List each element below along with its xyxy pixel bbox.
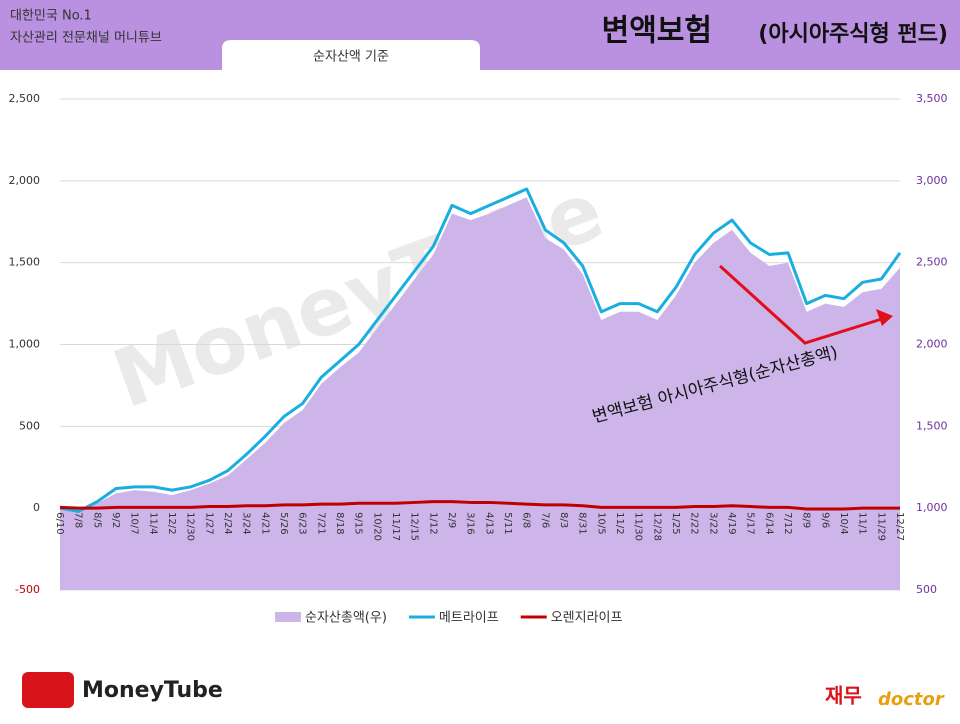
legend-label: 오렌지라이프 xyxy=(551,611,623,626)
x-tick-label: 7/21 xyxy=(315,512,326,534)
x-tick-label: 8/18 xyxy=(334,512,345,534)
x-tick-label: 6/8 xyxy=(521,512,532,528)
x-tick-label: 3/16 xyxy=(465,512,476,534)
x-tick-label: 8/9 xyxy=(801,512,812,528)
y2-tick-label: 2,000 xyxy=(916,338,948,351)
arrow-head xyxy=(876,309,893,326)
arrow xyxy=(718,264,886,345)
legend-label: 메트라이프 xyxy=(439,611,499,626)
y-tick-label: -500 xyxy=(15,583,40,596)
x-tick-label: 11/4 xyxy=(147,512,158,534)
x-tick-label: 8/3 xyxy=(558,512,569,528)
y2-tick-label: 3,500 xyxy=(916,92,948,105)
x-tick-label: 7/8 xyxy=(73,512,84,528)
x-tick-label: 12/27 xyxy=(894,512,905,541)
x-tick-label: 11/17 xyxy=(390,512,401,541)
y2-tick-label: 500 xyxy=(916,583,937,596)
x-tick-label: 3/24 xyxy=(241,512,252,534)
y2-tick-label: 3,000 xyxy=(916,174,948,187)
y-tick-label: 2,500 xyxy=(9,92,41,105)
line xyxy=(59,187,902,513)
x-tick-label: 11/1 xyxy=(857,512,868,534)
x-tick-label: 9/6 xyxy=(819,512,830,528)
title-sub: (아시아주식형 펀드) xyxy=(758,22,948,47)
y-tick-label: 1,500 xyxy=(9,256,41,269)
x-tick-label: 3/22 xyxy=(707,512,718,534)
logo-right: 재무 xyxy=(825,684,862,708)
x-tick-label: 5/17 xyxy=(745,512,756,534)
tab-label: 순자산액 기준 xyxy=(313,50,389,65)
title: 변액보험 xyxy=(602,14,712,49)
y2-tick-label: 1,000 xyxy=(916,501,948,514)
x-tick-label: 6/10 xyxy=(54,512,65,534)
x-tick-label: 5/26 xyxy=(278,512,289,534)
x-tick-label: 9/2 xyxy=(110,512,121,528)
line xyxy=(59,500,900,511)
logo-icon xyxy=(22,672,74,708)
x-tick-label: 7/6 xyxy=(539,512,550,528)
x-tick-label: 2/24 xyxy=(222,512,233,534)
x-tick-label: 6/14 xyxy=(763,512,774,534)
x-tick-label: 11/29 xyxy=(875,512,886,541)
logo-right: doctor xyxy=(878,689,945,710)
x-tick-label: 12/2 xyxy=(166,512,177,534)
x-tick-label: 6/23 xyxy=(297,512,308,534)
x-tick-label: 2/22 xyxy=(689,512,700,534)
legend-swatch xyxy=(275,612,301,622)
brand: 자산관리 전문채널 머니튜브 xyxy=(10,31,162,46)
y-tick-label: 0 xyxy=(33,501,40,514)
x-tick-label: 10/7 xyxy=(129,512,140,534)
x-tick-label: 5/11 xyxy=(502,512,513,534)
x-tick-label: 8/5 xyxy=(91,512,102,528)
x-tick-label: 4/21 xyxy=(259,512,270,534)
x-tick-label: 1/27 xyxy=(203,512,214,534)
x-tick-label: 12/28 xyxy=(651,512,662,541)
x-tick-label: 4/19 xyxy=(726,512,737,534)
x-tick-label: 2/9 xyxy=(446,512,457,528)
y-tick-label: 500 xyxy=(19,419,40,432)
x-tick-label: 9/15 xyxy=(353,512,364,534)
y-tick-label: 1,000 xyxy=(9,338,41,351)
y-tick-label: 2,000 xyxy=(9,174,41,187)
brand: 대한민국 No.1 xyxy=(10,9,92,24)
x-tick-label: 11/2 xyxy=(614,512,625,534)
x-tick-label: 7/12 xyxy=(782,512,793,534)
x-tick-label: 11/30 xyxy=(633,512,644,541)
x-tick-label: 8/31 xyxy=(577,512,588,534)
y2-tick-label: 2,500 xyxy=(916,256,948,269)
y2-tick-label: 1,500 xyxy=(916,419,948,432)
x-tick-label: 10/4 xyxy=(838,512,849,534)
x-tick-label: 12/15 xyxy=(409,512,420,541)
logo-left: MoneyTube xyxy=(82,678,223,703)
x-tick-label: 10/20 xyxy=(371,512,382,541)
x-tick-label: 4/13 xyxy=(483,512,494,534)
tab xyxy=(222,40,480,70)
x-tick-label: 12/30 xyxy=(185,512,196,541)
area xyxy=(60,197,900,590)
x-tick-label: 10/5 xyxy=(595,512,606,534)
x-tick-label: 1/12 xyxy=(427,512,438,534)
legend-label: 순자산총액(우) xyxy=(305,611,387,626)
x-tick-label: 1/25 xyxy=(670,512,681,534)
